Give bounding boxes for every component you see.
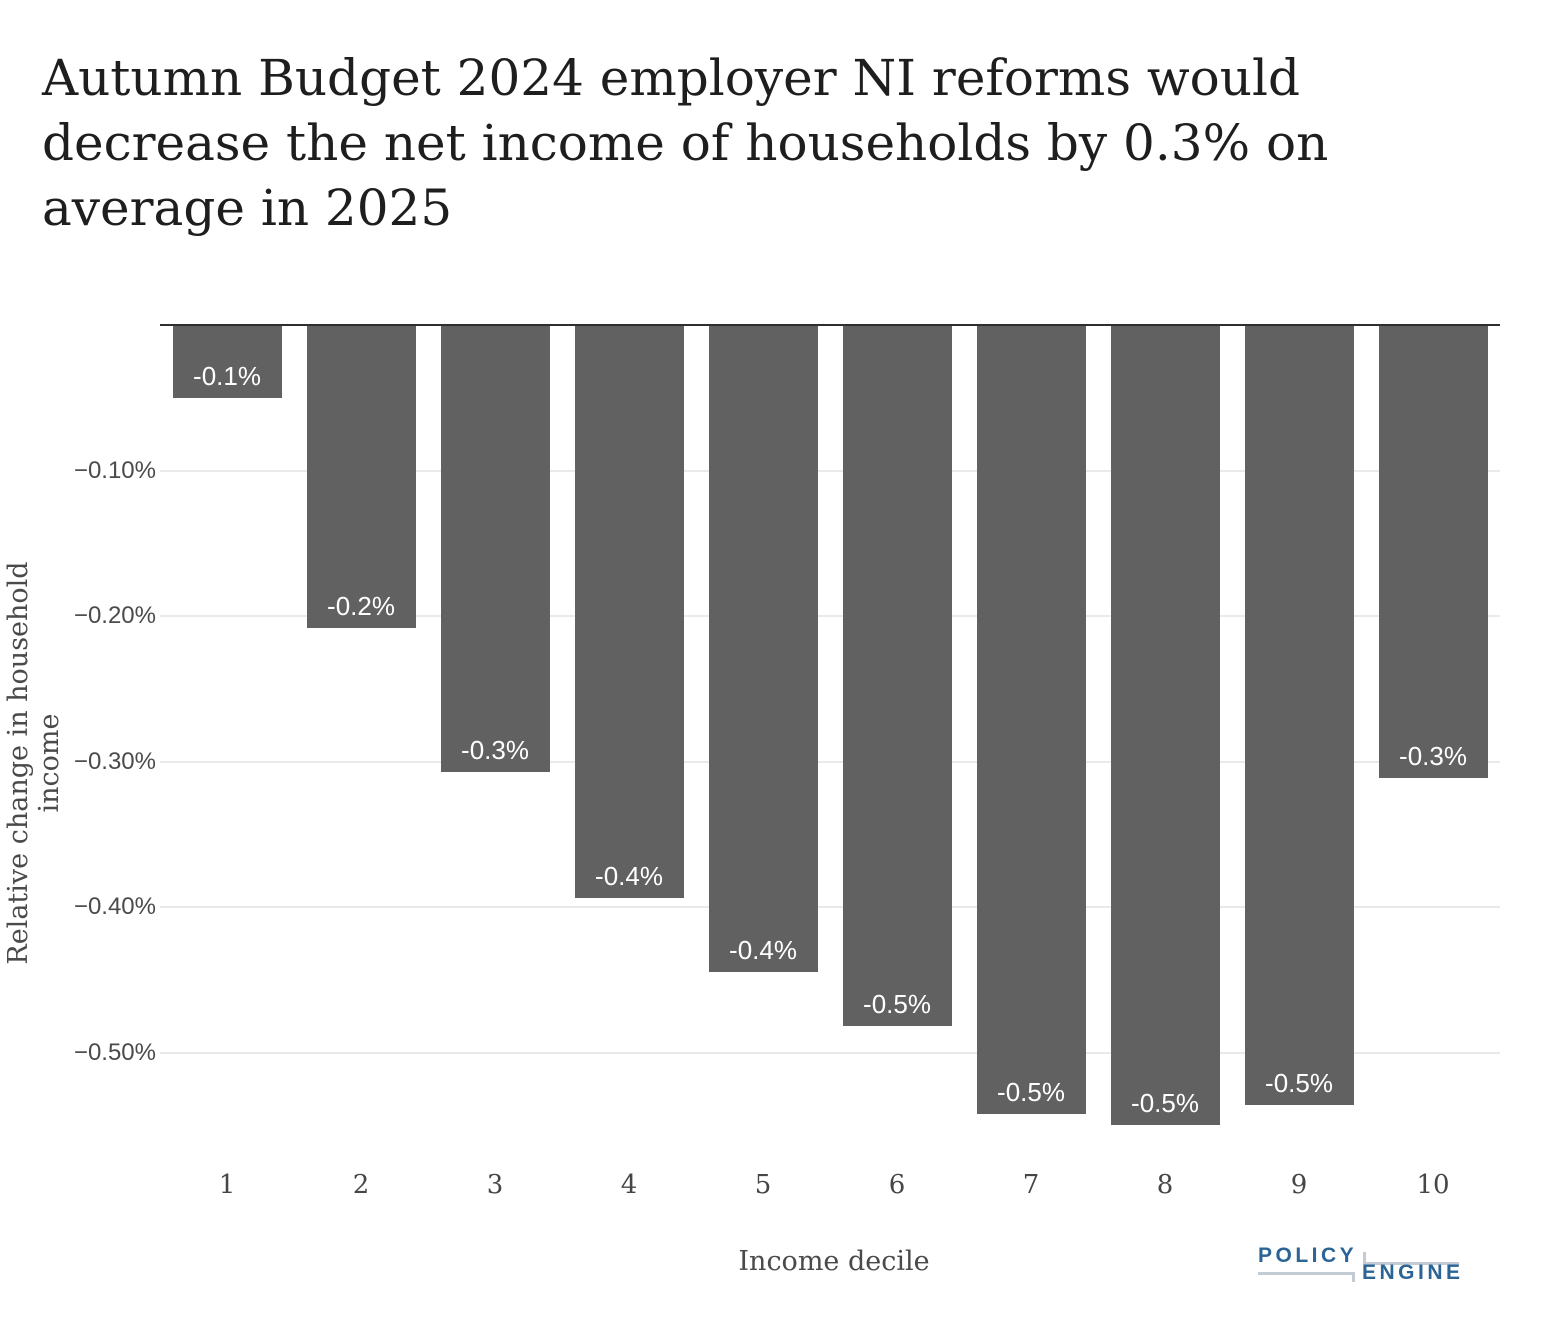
logo-bracket-line bbox=[1352, 1272, 1355, 1282]
logo-engine-text: ENGINE bbox=[1362, 1261, 1464, 1284]
bar-decile-4[interactable]: -0.4% bbox=[574, 325, 684, 898]
bar-value-label: -0.4% bbox=[729, 935, 797, 965]
bar-value-label: -0.2% bbox=[327, 591, 395, 621]
policyengine-logo: POLICY ENGINE bbox=[1253, 1243, 1465, 1295]
bar-decile-8[interactable]: -0.5% bbox=[1110, 325, 1220, 1125]
x-tick-label: 4 bbox=[620, 1170, 638, 1200]
gridline bbox=[160, 906, 1500, 908]
gridline bbox=[160, 760, 1500, 763]
x-tick-label: 5 bbox=[754, 1170, 772, 1200]
bar-decile-9[interactable]: -0.5% bbox=[1244, 325, 1354, 1105]
y-tick-label: −0.40% bbox=[73, 893, 156, 920]
logo-bracket-line bbox=[1258, 1272, 1355, 1275]
chart-title: Autumn Budget 2024 employer NI reforms w… bbox=[42, 46, 1328, 241]
y-tick-label: −0.20% bbox=[73, 602, 156, 629]
gridline bbox=[160, 615, 1500, 617]
bar-value-label: -0.1% bbox=[193, 361, 261, 391]
bar-decile-10[interactable]: -0.3% bbox=[1378, 325, 1488, 778]
bar-decile-3[interactable]: -0.3% bbox=[440, 325, 550, 772]
logo-bracket-line bbox=[1363, 1252, 1366, 1264]
x-tick-label: 2 bbox=[352, 1170, 370, 1200]
y-tick-label: −0.10% bbox=[73, 456, 156, 484]
x-tick-label: 7 bbox=[1022, 1170, 1040, 1200]
chart-title-line-3: average in 2025 bbox=[42, 179, 453, 237]
bar-decile-5[interactable]: -0.4% bbox=[708, 325, 818, 972]
y-tick-label: −0.30% bbox=[73, 747, 156, 775]
chart-title-line-2: decrease the net income of households by… bbox=[42, 114, 1329, 172]
x-tick-label: 6 bbox=[888, 1170, 906, 1200]
gridline bbox=[160, 469, 1500, 472]
bar-value-label: -0.4% bbox=[595, 861, 663, 891]
bar-decile-2[interactable]: -0.2% bbox=[306, 325, 416, 628]
x-tick-label: 8 bbox=[1156, 1170, 1174, 1200]
gridline bbox=[160, 1051, 1500, 1054]
x-tick-label: 3 bbox=[486, 1170, 504, 1200]
bar-value-label: -0.5% bbox=[863, 989, 931, 1019]
x-tick-label: 9 bbox=[1290, 1170, 1308, 1200]
x-tick-label: 1 bbox=[218, 1170, 236, 1200]
zero-line bbox=[160, 324, 1500, 326]
x-tick-label: 10 bbox=[1416, 1170, 1450, 1200]
bar-decile-6[interactable]: -0.5% bbox=[842, 325, 952, 1026]
chart-title-line-1: Autumn Budget 2024 employer NI reforms w… bbox=[42, 49, 1300, 107]
x-axis-title: Income decile bbox=[738, 1246, 930, 1277]
logo-policy-text: POLICY bbox=[1258, 1244, 1358, 1267]
bar-value-label: -0.5% bbox=[1131, 1088, 1199, 1118]
logo-bracket-line bbox=[1363, 1262, 1459, 1265]
y-tick-label: −0.50% bbox=[73, 1038, 156, 1066]
plot-area: −0.10% −0.20% −0.30% −0.40% −0.50% -0.1% 1 -0.2… bbox=[74, 324, 1500, 1200]
bar-decile-1[interactable]: -0.1% bbox=[172, 325, 282, 398]
bar-decile-7[interactable]: -0.5% bbox=[976, 325, 1086, 1114]
bar-value-label: -0.3% bbox=[1399, 741, 1467, 771]
bar-value-label: -0.3% bbox=[461, 735, 529, 765]
bar-value-label: -0.5% bbox=[997, 1077, 1065, 1107]
bar-value-label: -0.5% bbox=[1265, 1068, 1333, 1098]
